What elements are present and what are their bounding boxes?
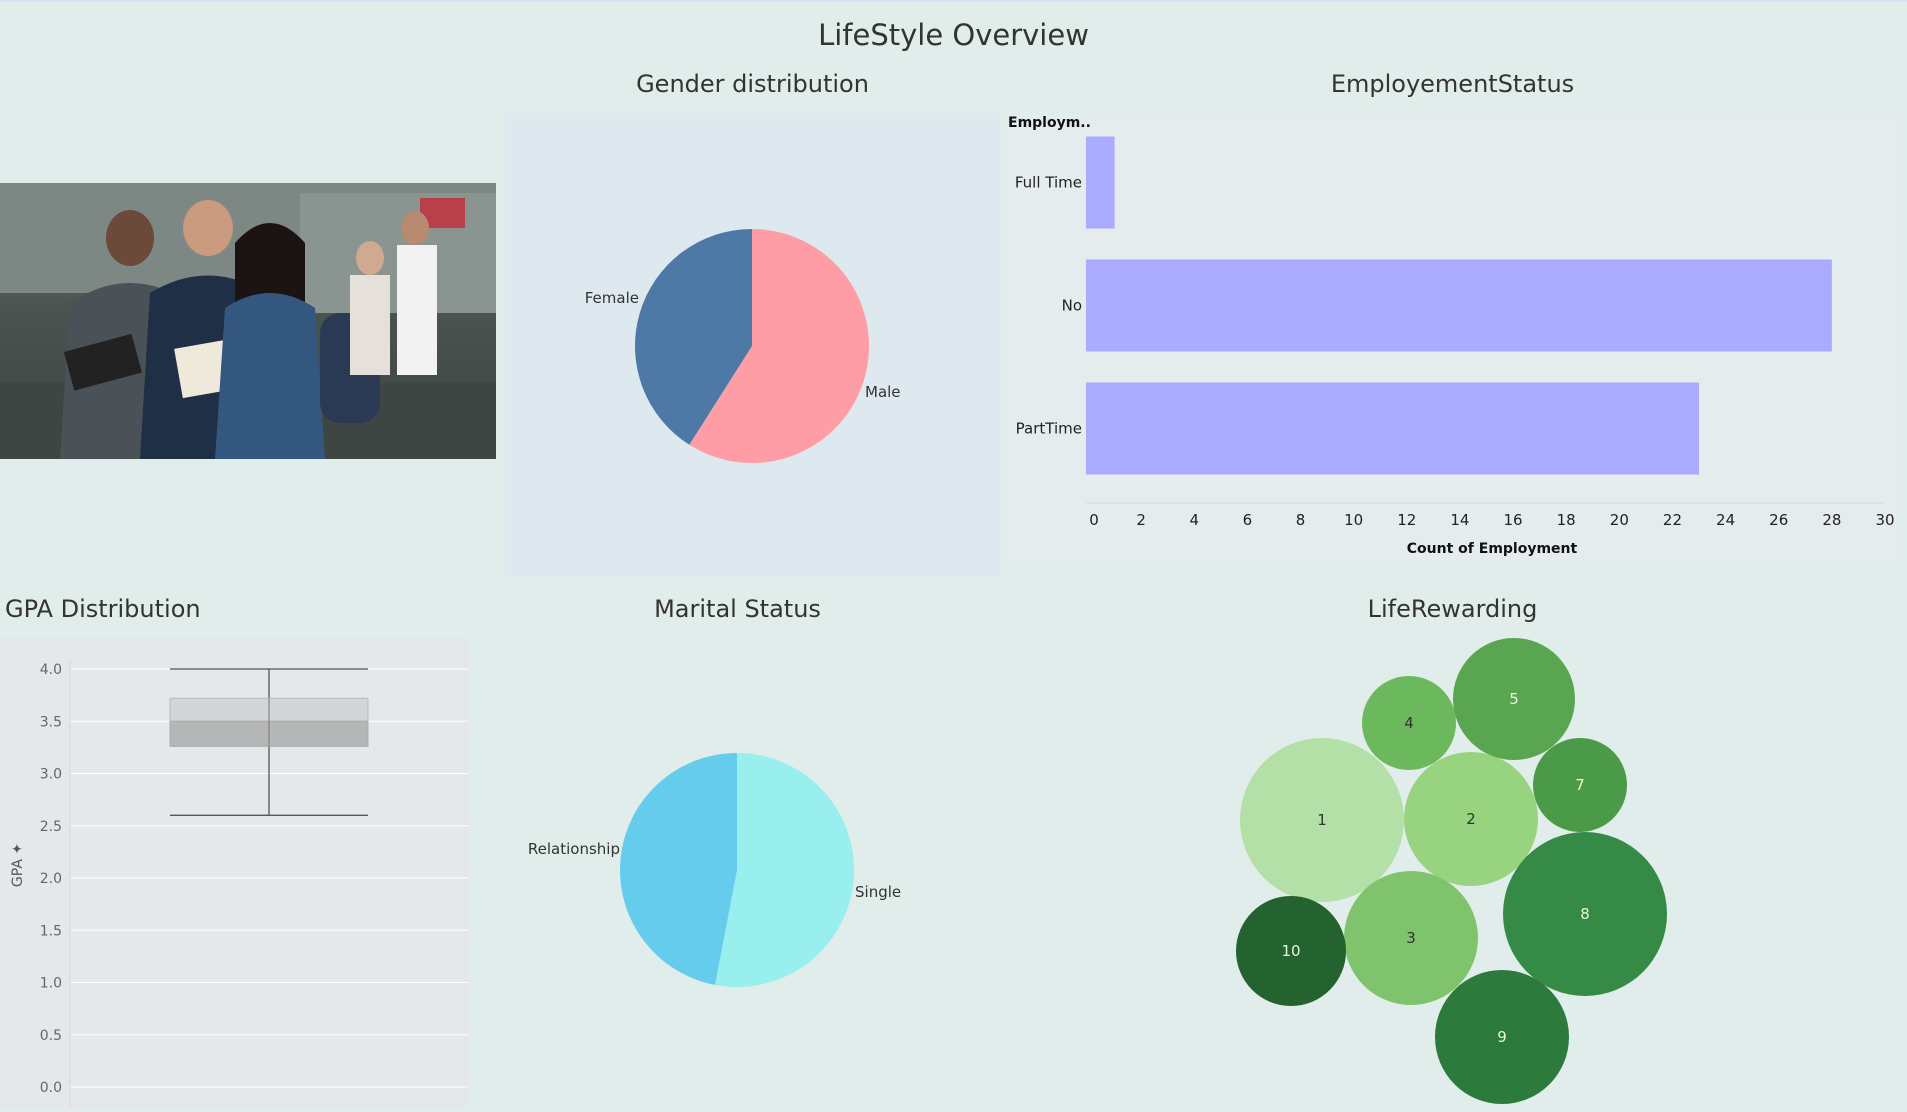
x-tick-label: 28 — [1822, 511, 1841, 529]
bubble-2 — [1404, 752, 1538, 886]
bubble-label-2: 2 — [1466, 810, 1476, 828]
gpa-chart-panel: 0.0 0.5 1.0 1.5 2.0 2.5 3.0 3.5 4.0 GPA ✦ — [0, 637, 468, 1108]
bubble-5 — [1453, 638, 1575, 760]
x-axis-title: Count of Employment — [1407, 541, 1578, 557]
y-tick-label: 2.0 — [40, 871, 62, 887]
x-tick-label: 20 — [1610, 511, 1629, 529]
x-tick-label: 30 — [1875, 511, 1894, 529]
x-tick-label: 16 — [1504, 511, 1523, 529]
x-tick-label: 8 — [1296, 511, 1306, 529]
bubble-label-7: 7 — [1575, 776, 1585, 794]
marital-pie-chart: Relationship Single — [528, 753, 901, 987]
x-tick-label: 6 — [1243, 511, 1253, 529]
employment-chart-panel: Employm.. Full Time No PartTime 0 2 4 6 8 10 12 14 1… — [1005, 113, 1900, 564]
pie-label-male: Male — [865, 383, 901, 401]
pie-label-single: Single — [855, 883, 901, 901]
x-tick-label: 24 — [1716, 511, 1735, 529]
pie-slice-single — [715, 753, 854, 987]
y-axis-header: Employm.. — [1008, 115, 1091, 131]
bubble-10 — [1236, 896, 1346, 1006]
bar-no — [1086, 259, 1832, 352]
bubble-9 — [1435, 970, 1569, 1104]
bubble-label-10: 10 — [1281, 942, 1300, 960]
life-rewarding-bubble-chart: 1 2 3 4 5 7 8 9 10 — [1236, 638, 1667, 1104]
marital-section-title: Marital Status — [654, 595, 821, 623]
bubble-label-3: 3 — [1406, 929, 1416, 947]
x-tick-label: 14 — [1450, 511, 1469, 529]
pie-slice-relationship — [620, 753, 737, 985]
bubble-label-8: 8 — [1580, 905, 1590, 923]
life-section-title: LifeRewarding — [1367, 595, 1538, 623]
bubble-8 — [1503, 832, 1667, 996]
y-tick-label: 0.0 — [40, 1080, 62, 1096]
dashboard-title: LifeStyle Overview — [818, 18, 1089, 52]
bar-full-time — [1086, 136, 1115, 229]
pie-slice-male — [689, 229, 869, 464]
gender-section-title: Gender distribution — [636, 70, 869, 98]
bubble-label-9: 9 — [1497, 1028, 1507, 1046]
pie-slice-female — [635, 229, 752, 445]
x-tick-label: 4 — [1189, 511, 1199, 529]
category-label-full-time: Full Time — [1015, 174, 1082, 192]
bubble-4 — [1362, 676, 1456, 770]
bubble-label-5: 5 — [1509, 690, 1519, 708]
x-tick-label: 18 — [1557, 511, 1576, 529]
top-border — [0, 0, 1907, 2]
bar-parttime — [1086, 382, 1700, 475]
bubble-label-4: 4 — [1404, 714, 1414, 732]
y-tick-label: 3.0 — [40, 767, 62, 783]
category-label-no: No — [1062, 297, 1082, 315]
y-tick-label: 3.5 — [40, 714, 62, 730]
y-tick-label: 0.5 — [40, 1028, 62, 1044]
y-tick-label: 1.0 — [40, 976, 62, 992]
x-tick-label: 2 — [1136, 511, 1146, 529]
x-tick-label: 0 — [1089, 511, 1099, 529]
bubble-3 — [1344, 871, 1478, 1005]
x-tick-label: 22 — [1663, 511, 1682, 529]
y-axis-title: GPA ✦ — [10, 843, 26, 887]
gpa-section-title: GPA Distribution — [5, 595, 201, 623]
category-label-parttime: PartTime — [1016, 420, 1082, 438]
gender-pie-chart: Female Male — [585, 229, 901, 464]
marital-chart-panel: Relationship Single — [490, 637, 985, 1108]
y-tick-label: 2.5 — [40, 819, 62, 835]
life-chart-panel: 1 2 3 4 5 7 8 9 10 — [1005, 637, 1900, 1108]
pie-label-female: Female — [585, 289, 639, 307]
bubble-1 — [1240, 738, 1404, 902]
x-tick-label: 10 — [1344, 511, 1363, 529]
x-tick-label: 12 — [1397, 511, 1416, 529]
pie-label-relationship: Relationship — [528, 840, 620, 858]
gender-chart-panel: Female Male — [505, 113, 1000, 576]
students-photo — [0, 183, 496, 459]
employment-section-title: EmployementStatus — [1330, 70, 1575, 98]
y-tick-label: 1.5 — [40, 923, 62, 939]
y-tick-label: 4.0 — [40, 662, 62, 678]
bubble-label-1: 1 — [1317, 811, 1327, 829]
bubble-7 — [1533, 738, 1627, 832]
gpa-box-plot: 0.0 0.5 1.0 1.5 2.0 2.5 3.0 3.5 4.0 GPA ✦ — [10, 659, 468, 1108]
x-tick-label: 26 — [1769, 511, 1788, 529]
